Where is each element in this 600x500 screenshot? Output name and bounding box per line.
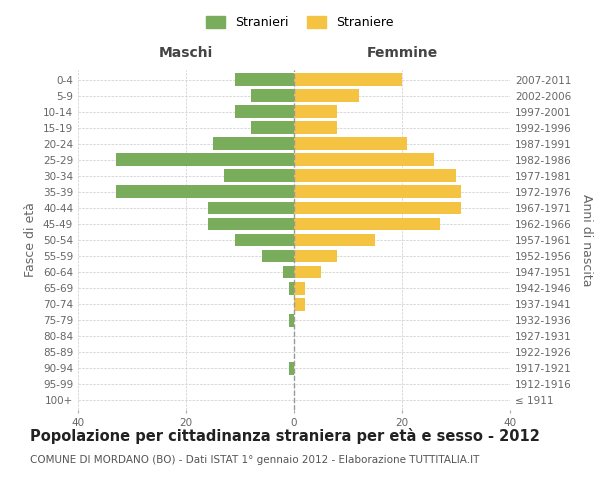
Y-axis label: Fasce di età: Fasce di età: [25, 202, 37, 278]
Bar: [294, 298, 305, 310]
Bar: [294, 282, 305, 294]
Bar: [116, 154, 294, 166]
Bar: [294, 202, 461, 214]
Y-axis label: Anni di nascita: Anni di nascita: [580, 194, 593, 286]
Bar: [213, 138, 294, 150]
Bar: [235, 106, 294, 118]
Bar: [294, 234, 375, 246]
Text: Popolazione per cittadinanza straniera per età e sesso - 2012: Popolazione per cittadinanza straniera p…: [30, 428, 540, 444]
Text: COMUNE DI MORDANO (BO) - Dati ISTAT 1° gennaio 2012 - Elaborazione TUTTITALIA.IT: COMUNE DI MORDANO (BO) - Dati ISTAT 1° g…: [30, 455, 479, 465]
Bar: [116, 186, 294, 198]
Bar: [251, 122, 294, 134]
Bar: [294, 122, 337, 134]
Bar: [235, 234, 294, 246]
Bar: [262, 250, 294, 262]
Bar: [294, 170, 456, 182]
Bar: [224, 170, 294, 182]
Bar: [208, 202, 294, 214]
Bar: [294, 138, 407, 150]
Bar: [294, 266, 321, 278]
Bar: [294, 73, 402, 86]
Legend: Stranieri, Straniere: Stranieri, Straniere: [202, 11, 398, 34]
Bar: [294, 250, 337, 262]
Bar: [235, 73, 294, 86]
Bar: [294, 154, 434, 166]
Bar: [294, 186, 461, 198]
Bar: [289, 314, 294, 326]
Text: Maschi: Maschi: [159, 46, 213, 60]
Text: Femmine: Femmine: [367, 46, 437, 60]
Bar: [283, 266, 294, 278]
Bar: [289, 362, 294, 374]
Bar: [251, 89, 294, 102]
Bar: [294, 89, 359, 102]
Bar: [294, 218, 440, 230]
Bar: [294, 106, 337, 118]
Bar: [289, 282, 294, 294]
Bar: [208, 218, 294, 230]
